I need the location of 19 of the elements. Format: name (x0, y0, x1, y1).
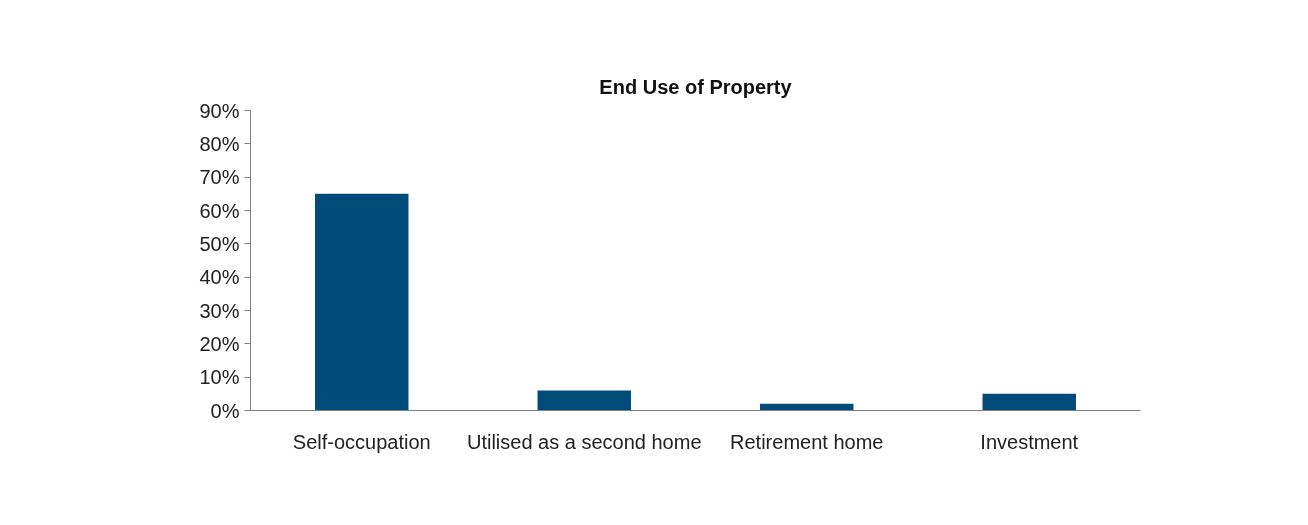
y-tick-label: 60% (199, 199, 240, 222)
bar (315, 193, 409, 411)
y-tick-label: 0% (210, 399, 240, 422)
y-tick-label: 40% (199, 266, 240, 289)
y-tick-label: 20% (199, 332, 240, 355)
bar (760, 403, 854, 411)
x-tick-label: Investment (980, 430, 1079, 453)
y-tick-label: 50% (199, 232, 240, 255)
x-tick-label: Utilised as a second home (466, 430, 702, 453)
y-tick-label: 70% (199, 166, 240, 189)
chart-title: End Use of Property (599, 76, 793, 98)
y-tick-label: 30% (199, 299, 240, 322)
x-tick-label: Self-occupation (292, 430, 431, 453)
x-tick-label: Retirement home (730, 430, 884, 453)
y-tick-label: 80% (199, 132, 240, 155)
y-tick-label: 10% (199, 366, 240, 389)
bar (537, 390, 631, 411)
bar (982, 393, 1076, 411)
y-tick-label: 90% (199, 99, 240, 122)
